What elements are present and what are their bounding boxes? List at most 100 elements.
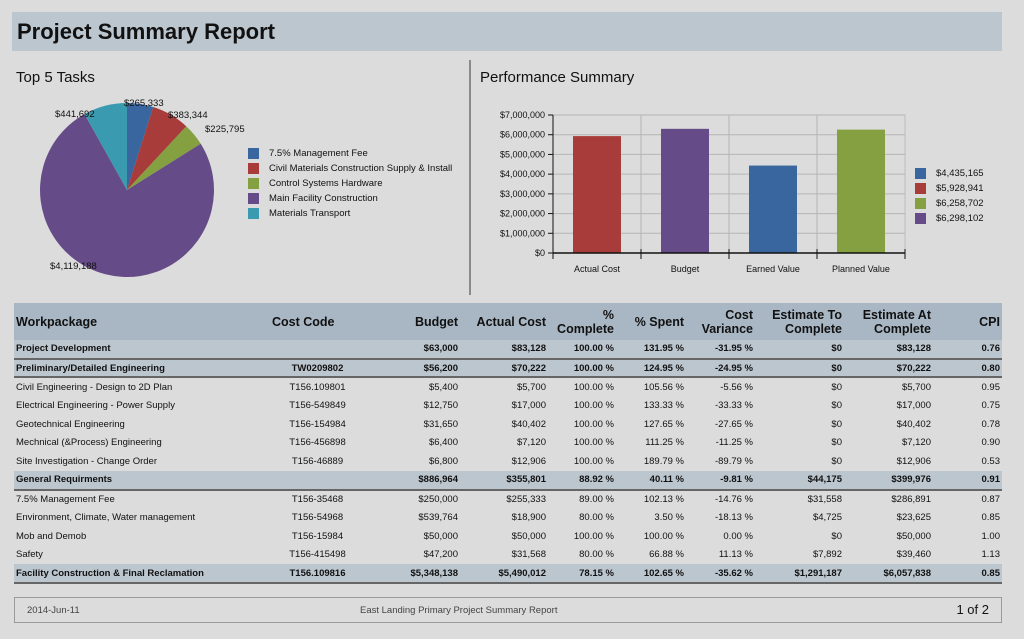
group-row[interactable]: Preliminary/Detailed Engineering TW020980… bbox=[14, 358, 1002, 379]
bar[interactable] bbox=[573, 136, 621, 253]
cell-cost-variance: -11.25 % bbox=[715, 437, 753, 449]
cell-cpi: 0.85 bbox=[933, 564, 1002, 584]
legend-label: $5,928,941 bbox=[936, 183, 984, 194]
footer-date: 2014-Jun-11 bbox=[27, 605, 80, 616]
cell-actual-cost: $70,222 bbox=[460, 358, 548, 379]
cell-estimate-to-complete: $0 bbox=[831, 437, 842, 449]
cell-workpackage: Safety bbox=[16, 549, 43, 561]
legend-swatch bbox=[915, 213, 926, 224]
y-tick-label: $0 bbox=[535, 248, 545, 258]
table-row[interactable]: Site Investigation - Change Order T156-46… bbox=[14, 452, 1002, 471]
cell-estimate-to-complete: $4,725 bbox=[812, 512, 842, 524]
column-header[interactable]: Estimate To Complete bbox=[755, 303, 844, 340]
legend-label: $6,298,102 bbox=[936, 213, 984, 224]
cell-complete: 88.92 % bbox=[548, 470, 616, 491]
group-row[interactable]: Facility Construction & Final Reclamatio… bbox=[14, 564, 1002, 584]
column-header[interactable]: Budget bbox=[375, 303, 460, 340]
cell-spent: 124.95 % bbox=[616, 358, 686, 379]
cell-workpackage: General Requirments bbox=[14, 470, 260, 491]
cell-spent: 133.33 % bbox=[643, 399, 684, 411]
table-row[interactable]: Mob and Demob T156-15984 $50,000 $50,000 100… bbox=[14, 527, 1002, 546]
cell-cost-code: T156-54968 bbox=[291, 512, 344, 524]
column-header[interactable]: Cost Variance bbox=[686, 303, 755, 340]
cell-spent: 111.25 % bbox=[645, 437, 684, 449]
pie-slice[interactable] bbox=[127, 126, 201, 190]
x-tick-label: Planned Value bbox=[832, 264, 890, 274]
cell-budget: $47,200 bbox=[423, 549, 458, 561]
cell-cost-code: T156-154984 bbox=[289, 418, 346, 430]
page-title: Project Summary Report bbox=[17, 19, 275, 44]
cell-cost-code: T156-35468 bbox=[291, 493, 344, 505]
group-row[interactable]: Project Development $63,000 $83,128 100.00 … bbox=[14, 340, 1002, 360]
cell-actual-cost: $18,900 bbox=[511, 512, 546, 524]
legend-swatch bbox=[248, 148, 259, 159]
table-row[interactable]: Mechnical (&Process) Engineering T156-456… bbox=[14, 433, 1002, 452]
cell-estimate-to-complete: $0 bbox=[755, 340, 844, 360]
cell-cost-code: T156.109816 bbox=[260, 564, 375, 584]
cell-cost-code: T156-415498 bbox=[289, 549, 346, 561]
pie-slice[interactable] bbox=[40, 114, 215, 277]
pie-slice[interactable] bbox=[127, 107, 187, 190]
legend-item: Materials Transport bbox=[248, 208, 458, 219]
cell-spent: 131.95 % bbox=[616, 340, 686, 360]
table-row[interactable]: Environment, Climate, Water management T1… bbox=[14, 508, 1002, 527]
cell-complete: 80.00 % bbox=[579, 549, 614, 561]
bar[interactable] bbox=[749, 165, 797, 253]
column-header[interactable]: Estimate At Complete bbox=[844, 303, 933, 340]
legend-swatch bbox=[248, 193, 259, 204]
legend-swatch bbox=[248, 208, 259, 219]
table-row[interactable]: Electrical Engineering - Power Supply T15… bbox=[14, 396, 1002, 415]
cell-cost-code: T156-549849 bbox=[289, 399, 346, 411]
workpackage-table: Workpackage Cost Code Budget Actual Cost% C… bbox=[14, 303, 1002, 584]
table-row[interactable]: Geotechnical Engineering T156-154984 $31,6… bbox=[14, 415, 1002, 434]
cell-workpackage: Electrical Engineering - Power Supply bbox=[16, 399, 175, 411]
cell-estimate-to-complete: $31,558 bbox=[807, 493, 842, 505]
group-row[interactable]: General Requirments $886,964 $355,801 88.92… bbox=[14, 470, 1002, 491]
cell-spent: 3.50 % bbox=[654, 512, 684, 524]
cell-spent: 100.00 % bbox=[643, 530, 684, 542]
cell-budget: $250,000 bbox=[418, 493, 458, 505]
cell-cost-variance: -27.65 % bbox=[714, 418, 753, 430]
cell-complete: 78.15 % bbox=[548, 564, 616, 584]
cell-cost-variance: -35.62 % bbox=[686, 564, 755, 584]
pie-slice[interactable] bbox=[84, 103, 127, 190]
cell-budget: $63,000 bbox=[375, 340, 460, 360]
pie-label: $265,333 bbox=[124, 98, 164, 109]
pie-label: $383,344 bbox=[168, 110, 208, 121]
cell-workpackage: Mob and Demob bbox=[16, 530, 87, 542]
cell-cost-variance: -89.79 % bbox=[714, 455, 753, 467]
cell-cpi: 0.87 bbox=[981, 493, 1001, 505]
cell-estimate-to-complete: $0 bbox=[831, 455, 842, 467]
column-header[interactable]: CPI bbox=[933, 303, 1002, 340]
cell-cpi: 0.80 bbox=[933, 358, 1002, 379]
cell-budget: $12,750 bbox=[423, 399, 458, 411]
column-header[interactable]: % Complete bbox=[548, 303, 616, 340]
column-header[interactable]: Workpackage bbox=[14, 303, 260, 340]
table-row[interactable]: Civil Engineering - Design to 2D Plan T15… bbox=[14, 377, 1002, 396]
table-row[interactable]: Safety T156-415498 $47,200 $31,568 80.00 % 66… bbox=[14, 546, 1002, 565]
bar[interactable] bbox=[661, 128, 709, 253]
cell-cost-code: T156-46889 bbox=[291, 455, 344, 467]
column-header[interactable]: Cost Code bbox=[260, 303, 375, 340]
cell-complete: 89.00 % bbox=[579, 493, 614, 505]
page-number: 1 of 2 bbox=[956, 602, 989, 617]
pie-slice[interactable] bbox=[127, 103, 154, 190]
cell-cost-variance: -31.95 % bbox=[686, 340, 755, 360]
legend-label: $4,435,165 bbox=[936, 168, 984, 179]
cell-cost-variance: -18.13 % bbox=[714, 512, 753, 524]
footer: 2014-Jun-11 East Landing Primary Project… bbox=[14, 597, 1002, 623]
y-tick-label: $3,000,000 bbox=[500, 189, 545, 199]
cell-cost-variance: -24.95 % bbox=[686, 358, 755, 379]
column-header[interactable]: % Spent bbox=[616, 303, 686, 340]
cell-workpackage: Geotechnical Engineering bbox=[16, 418, 125, 430]
cell-estimate-at-complete: $70,222 bbox=[844, 358, 933, 379]
cell-spent: 105.56 % bbox=[643, 381, 684, 393]
column-header[interactable]: Actual Cost bbox=[460, 303, 548, 340]
y-tick-label: $2,000,000 bbox=[500, 209, 545, 219]
bar[interactable] bbox=[837, 129, 885, 253]
x-tick-label: Actual Cost bbox=[574, 264, 621, 274]
cell-budget: $5,400 bbox=[428, 381, 458, 393]
cell-workpackage: Facility Construction & Final Reclamatio… bbox=[14, 564, 260, 584]
table-row[interactable]: 7.5% Management Fee T156-35468 $250,000 $25… bbox=[14, 490, 1002, 509]
cell-estimate-to-complete: $0 bbox=[755, 358, 844, 379]
